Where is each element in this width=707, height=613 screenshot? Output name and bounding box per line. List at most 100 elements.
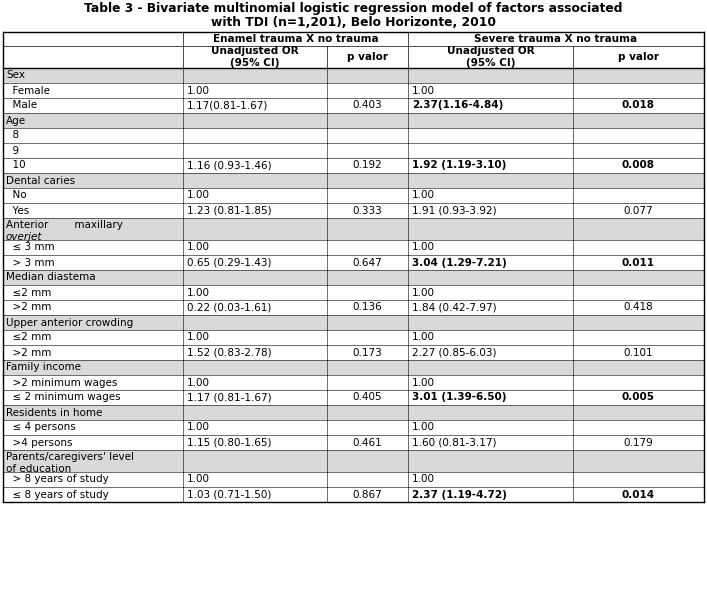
Text: 1.91 (0.93-3.92): 1.91 (0.93-3.92)	[412, 205, 496, 216]
Text: Table 3 - Bivariate multinomial logistic regression model of factors associated: Table 3 - Bivariate multinomial logistic…	[84, 2, 623, 15]
Bar	[3, 188, 704, 203]
Bar	[3, 218, 704, 240]
Text: 0.101: 0.101	[624, 348, 653, 357]
Text: Sex: Sex	[6, 70, 25, 80]
Text: 0.647: 0.647	[353, 257, 382, 267]
Text: 1.00: 1.00	[412, 332, 435, 343]
Text: 0.011: 0.011	[622, 257, 655, 267]
Text: 8: 8	[6, 131, 19, 140]
Text: 0.867: 0.867	[353, 490, 382, 500]
Text: 1.00: 1.00	[412, 191, 435, 200]
Bar	[3, 390, 704, 405]
Bar	[3, 128, 704, 143]
Text: 1.00: 1.00	[412, 474, 435, 484]
Text: ≤ 3 mm: ≤ 3 mm	[6, 243, 54, 253]
Bar	[3, 360, 704, 375]
Text: ≤2 mm: ≤2 mm	[6, 287, 52, 297]
Text: Age: Age	[6, 115, 26, 126]
Text: 0.136: 0.136	[353, 302, 382, 313]
Text: 10: 10	[6, 161, 25, 170]
Text: 1.17(0.81-1.67): 1.17(0.81-1.67)	[187, 101, 269, 110]
Text: 1.52 (0.83-2.78): 1.52 (0.83-2.78)	[187, 348, 271, 357]
Bar	[3, 345, 704, 360]
Text: 2.37(1.16-4.84): 2.37(1.16-4.84)	[412, 101, 503, 110]
Text: > 3 mm: > 3 mm	[6, 257, 54, 267]
Text: 1.00: 1.00	[187, 191, 210, 200]
Bar	[3, 158, 704, 173]
Text: >2 mm: >2 mm	[6, 348, 52, 357]
Text: ≤ 4 persons: ≤ 4 persons	[6, 422, 76, 433]
Text: 1.00: 1.00	[187, 474, 210, 484]
Bar	[3, 487, 704, 502]
Text: ≤ 2 minimum wages: ≤ 2 minimum wages	[6, 392, 121, 403]
Text: 0.018: 0.018	[622, 101, 655, 110]
Text: ≤ 8 years of study: ≤ 8 years of study	[6, 490, 109, 500]
Text: >2 mm: >2 mm	[6, 302, 52, 313]
Text: Family income: Family income	[6, 362, 81, 373]
Bar	[3, 285, 704, 300]
Bar	[3, 472, 704, 487]
Text: Enamel trauma X no trauma: Enamel trauma X no trauma	[213, 34, 378, 44]
Text: Residents in home: Residents in home	[6, 408, 103, 417]
Text: 1.23 (0.81-1.85): 1.23 (0.81-1.85)	[187, 205, 271, 216]
Text: 1.00: 1.00	[412, 287, 435, 297]
Text: > 8 years of study: > 8 years of study	[6, 474, 109, 484]
Text: 0.405: 0.405	[353, 392, 382, 403]
Text: 1.03 (0.71-1.50): 1.03 (0.71-1.50)	[187, 490, 271, 500]
Bar	[3, 240, 704, 255]
Bar	[3, 270, 704, 285]
Bar	[3, 375, 704, 390]
Text: >4 persons: >4 persons	[6, 438, 73, 447]
Text: 9: 9	[6, 145, 19, 156]
Text: Dental caries: Dental caries	[6, 175, 75, 186]
Text: 1.00: 1.00	[187, 243, 210, 253]
Text: 1.15 (0.80-1.65): 1.15 (0.80-1.65)	[187, 438, 271, 447]
Bar	[3, 203, 704, 218]
Text: 1.92 (1.19-3.10): 1.92 (1.19-3.10)	[412, 161, 506, 170]
Text: 1.00: 1.00	[187, 378, 210, 387]
Bar	[3, 405, 704, 420]
Bar	[3, 435, 704, 450]
Bar	[3, 113, 704, 128]
Text: 0.403: 0.403	[353, 101, 382, 110]
Text: 1.60 (0.81-3.17): 1.60 (0.81-3.17)	[412, 438, 496, 447]
Text: 0.461: 0.461	[353, 438, 382, 447]
Text: 0.65 (0.29-1.43): 0.65 (0.29-1.43)	[187, 257, 271, 267]
Text: 1.17 (0.81-1.67): 1.17 (0.81-1.67)	[187, 392, 271, 403]
Text: 0.173: 0.173	[353, 348, 382, 357]
Text: with TDI (n=1,201), Belo Horizonte, 2010: with TDI (n=1,201), Belo Horizonte, 2010	[211, 16, 496, 29]
Bar	[3, 315, 704, 330]
Text: Severe trauma X no trauma: Severe trauma X no trauma	[474, 34, 638, 44]
Text: 1.00: 1.00	[412, 378, 435, 387]
Bar	[3, 255, 704, 270]
Text: Male: Male	[6, 101, 37, 110]
Bar	[3, 420, 704, 435]
Text: No: No	[6, 191, 27, 200]
Bar	[3, 83, 704, 98]
Bar	[3, 450, 704, 472]
Bar	[3, 173, 704, 188]
Text: p valor: p valor	[618, 52, 659, 62]
Text: 0.077: 0.077	[624, 205, 653, 216]
Text: 1.00: 1.00	[187, 287, 210, 297]
Text: Parents/caregivers' level: Parents/caregivers' level	[6, 452, 134, 462]
Text: 1.00: 1.00	[187, 85, 210, 96]
Bar	[3, 68, 704, 83]
Text: 3.01 (1.39-6.50): 3.01 (1.39-6.50)	[412, 392, 506, 403]
Text: 1.00: 1.00	[412, 422, 435, 433]
Text: 1.00: 1.00	[187, 422, 210, 433]
Text: Anterior        maxillary: Anterior maxillary	[6, 220, 123, 230]
Bar	[3, 32, 704, 68]
Bar	[3, 300, 704, 315]
Text: Female: Female	[6, 85, 50, 96]
Text: Yes: Yes	[6, 205, 29, 216]
Text: 2.37 (1.19-4.72): 2.37 (1.19-4.72)	[412, 490, 507, 500]
Text: Unadjusted OR
(95% CI): Unadjusted OR (95% CI)	[211, 46, 299, 68]
Text: 0.008: 0.008	[622, 161, 655, 170]
Text: >2 minimum wages: >2 minimum wages	[6, 378, 117, 387]
Text: 1.00: 1.00	[412, 85, 435, 96]
Text: 0.333: 0.333	[353, 205, 382, 216]
Text: 0.192: 0.192	[353, 161, 382, 170]
Text: p valor: p valor	[347, 52, 388, 62]
Text: 1.00: 1.00	[412, 243, 435, 253]
